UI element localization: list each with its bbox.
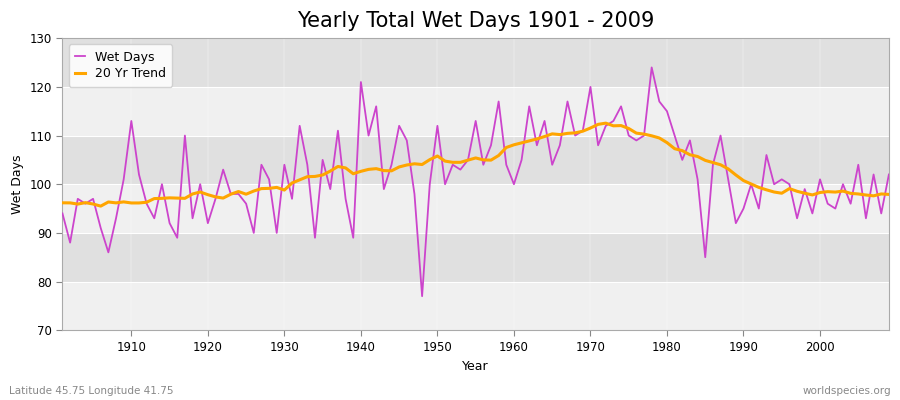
20 Yr Trend	[57, 200, 68, 205]
Legend: Wet Days, 20 Yr Trend: Wet Days, 20 Yr Trend	[68, 44, 172, 87]
20 Yr Trend	[884, 192, 895, 197]
Wet Days	[57, 211, 68, 216]
Wet Days	[332, 128, 343, 133]
20 Yr Trend	[616, 123, 626, 128]
Line: 20 Yr Trend: 20 Yr Trend	[62, 123, 889, 206]
Wet Days	[646, 65, 657, 70]
Wet Days	[286, 196, 297, 201]
X-axis label: Year: Year	[463, 360, 489, 373]
Bar	[62, 38, 889, 87]
20 Yr Trend	[517, 140, 527, 145]
Wet Days	[517, 158, 527, 162]
Wet Days	[417, 294, 428, 298]
Wet Days	[118, 177, 129, 182]
Bar	[62, 184, 889, 233]
Bar	[62, 233, 889, 282]
20 Yr Trend	[294, 178, 305, 182]
Bar	[62, 282, 889, 330]
20 Yr Trend	[340, 166, 351, 170]
20 Yr Trend	[126, 200, 137, 205]
Bar	[62, 87, 889, 136]
Y-axis label: Wet Days: Wet Days	[11, 154, 24, 214]
Text: Latitude 45.75 Longitude 41.75: Latitude 45.75 Longitude 41.75	[9, 386, 174, 396]
Wet Days	[508, 182, 519, 187]
Line: Wet Days: Wet Days	[62, 68, 889, 296]
Wet Days	[884, 172, 895, 177]
20 Yr Trend	[508, 142, 519, 147]
Text: worldspecies.org: worldspecies.org	[803, 386, 891, 396]
Bar	[62, 136, 889, 184]
Title: Yearly Total Wet Days 1901 - 2009: Yearly Total Wet Days 1901 - 2009	[297, 11, 654, 31]
20 Yr Trend	[600, 121, 611, 126]
20 Yr Trend	[95, 204, 106, 208]
Wet Days	[608, 118, 619, 123]
